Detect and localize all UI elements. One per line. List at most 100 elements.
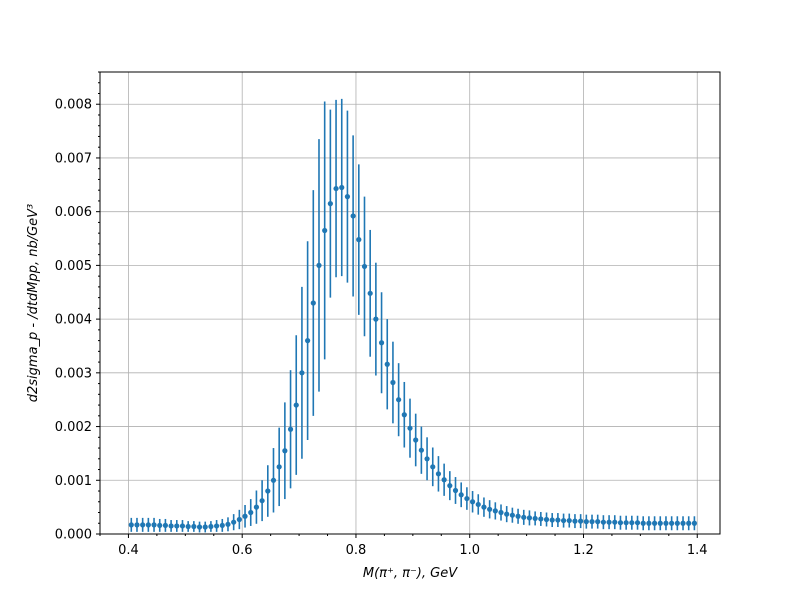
data-point [373,316,379,322]
y-tick-label: 0.008 [55,98,92,113]
data-point [231,519,237,525]
data-point [595,519,601,525]
data-point [265,488,271,494]
y-tick-label: 0.004 [55,313,92,328]
data-point [691,520,698,526]
data-point [344,194,351,200]
data-point [640,520,646,526]
data-point [248,509,254,516]
data-point [549,517,555,523]
data-point [543,516,550,523]
data-point [623,520,629,526]
data-point [509,512,515,518]
data-point [208,523,214,530]
tick-labels: 0.4 0.6 0.8 1.0 1.2 1.4 0.000 0.001 0.002 0.003 0.… [55,98,708,558]
data-point [555,517,561,523]
data-point [600,519,606,525]
data-point [151,522,157,528]
data-point [174,523,180,529]
data-point [634,520,641,526]
data-point [612,519,618,525]
data-point [219,522,225,529]
data-point [327,201,333,207]
y-tick-label: 0.005 [55,259,92,274]
data-point [441,477,447,483]
data-point [140,522,146,528]
data-point [504,511,510,517]
data-point [339,184,345,191]
data-point [179,523,186,529]
data-point [128,522,134,528]
x-tick-label: 1.4 [687,543,708,558]
y-tick-label: 0.002 [55,420,92,435]
y-tick-label: 0.006 [55,205,92,220]
error-bars [130,98,696,533]
y-tick-label: 0.007 [55,151,92,166]
x-tick-label: 0.8 [346,543,367,558]
data-point [361,263,368,270]
data-point [452,487,459,494]
data-point [651,520,658,526]
x-tick-label: 1.2 [573,543,594,558]
data-point [162,522,169,529]
data-point [225,521,231,527]
data-point [560,517,567,524]
data-point [350,213,356,219]
data-point [214,523,220,529]
data-point [646,520,652,526]
data-point [532,515,538,522]
y-axis-label: d2sigma_p - /dtdMpp, nb/GeV³ [26,204,41,403]
data-point [236,516,242,523]
x-tick-label: 0.6 [232,543,253,558]
data-point [430,464,436,470]
data-point [407,425,413,431]
data-point [487,506,493,512]
data-point [447,483,453,489]
data-point [566,517,572,524]
data-point [145,522,151,528]
data-point [424,456,430,462]
x-tick-label: 1.0 [459,543,480,558]
data-point [498,509,504,516]
data-point [270,477,277,483]
data-point [492,508,498,514]
data-point [657,520,663,526]
data-point [305,338,311,344]
data-point [572,518,578,524]
data-point [378,340,385,346]
data-point [322,227,328,234]
data-point [401,412,407,418]
plot-frame [99,71,721,535]
data-points [128,184,698,530]
data-point [526,515,533,521]
data-point [333,185,339,192]
data-point [538,516,544,522]
data-point [629,520,635,526]
data-point [196,524,203,530]
x-axis-label: M(π⁺, π⁻), GeV [363,566,458,581]
data-point [168,523,174,529]
x-tick-label: 0.4 [118,543,139,558]
data-point [583,519,589,525]
data-point [202,524,208,530]
data-point [663,520,669,526]
data-point [475,501,481,508]
data-point [606,519,612,525]
data-point [396,397,402,403]
data-point [242,513,248,519]
data-point [469,499,476,505]
data-point [316,262,322,268]
y-tick-label: 0.001 [55,474,92,489]
data-point [413,437,419,443]
data-point [253,504,260,510]
data-point [418,447,424,453]
data-point [481,504,487,510]
data-point [310,300,316,306]
data-point [521,514,527,520]
data-point [680,520,686,526]
data-point [578,518,584,524]
data-point [259,498,265,504]
data-point [458,492,464,498]
data-point [390,379,396,386]
